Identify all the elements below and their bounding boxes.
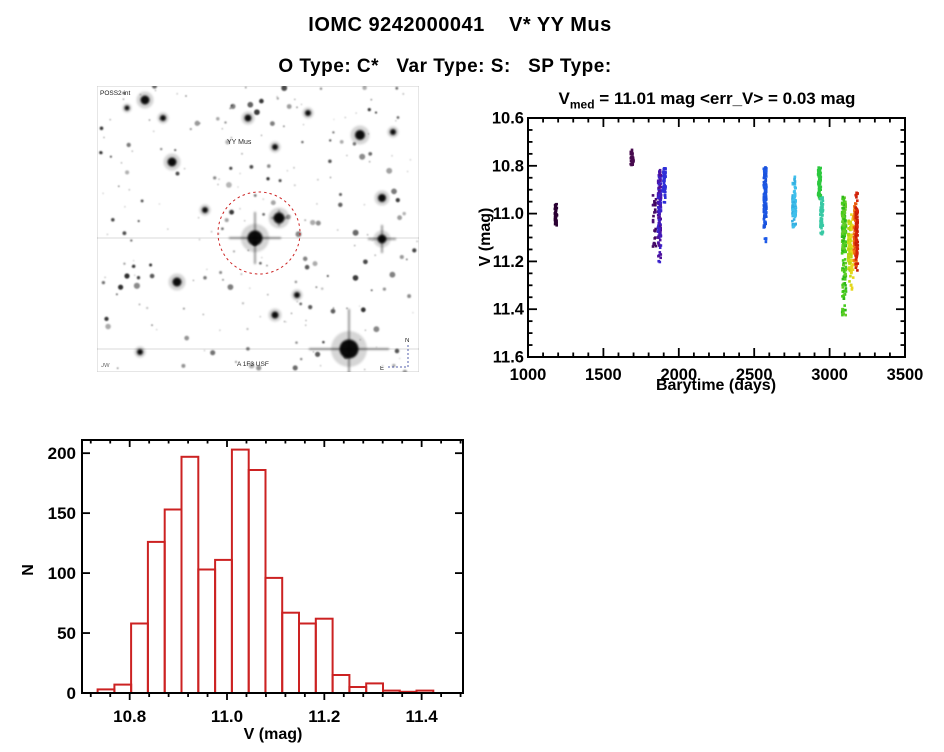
star [172,277,182,287]
x-tick-label: 1000 [510,366,547,384]
histogram-bar [180,455,200,694]
magnitude-histogram: 10.8 11.0 11.2 11.4 0 50 100 150 200 [10,430,470,747]
x-tick-label: 3000 [811,366,848,384]
hist-xaxis-label: V (mag) [243,726,303,743]
x-tick-label: 11.2 [308,707,340,726]
star [124,105,130,111]
scatter-tick-labels: 1000 1500 2000 2500 3000 3500 10.6 10.8 11.0 11.2… [492,110,923,385]
y-tick-label: 50 [57,624,76,643]
corner-label: JW [101,363,110,369]
vmed-var: V [558,89,570,108]
y-tick-label: 11.6 [493,349,524,367]
bright-stars [122,91,399,389]
ccd-streak [97,237,419,239]
histogram-bar [365,682,385,694]
histogram-bar [314,617,334,694]
star [244,114,252,122]
histogram-bars [96,448,435,695]
histogram-bar [197,568,217,694]
star [137,349,143,355]
light-curve-canvas: 1000 1500 2000 2500 3000 3500 10.6 10.8 11.0 11.2… [492,110,923,385]
histogram-bar [130,622,149,694]
page-subtitle: O Type: C* Var Type: S: SP Type: [278,56,612,77]
star [202,207,208,213]
histogram-bar [281,611,301,694]
y-tick-label: 10.6 [492,110,524,128]
compass-axes [388,345,409,368]
star [247,230,263,246]
histogram-bar [298,622,317,694]
star [140,95,150,105]
light-curve-plot: 1000 1500 2000 2500 3000 3500 10.6 10.8 11.0 11.2… [470,85,944,400]
histogram-tick-labels: 10.8 11.0 11.2 11.4 0 50 100 150 200 [48,444,439,726]
compass-north-label: N [405,338,409,344]
x-tick-label: 3500 [887,366,924,384]
image-bottom-label: A 1F3 USF [237,361,269,368]
y-tick-label: 11.0 [493,205,524,223]
histogram-canvas: 10.8 11.0 11.2 11.4 0 50 100 150 200 [48,439,464,726]
x-tick-label: 11.0 [211,707,243,726]
histogram-bar [230,448,250,694]
histogram-bar [214,558,233,694]
star [305,110,311,116]
ccd-streak [97,348,419,350]
target-circle [217,191,301,275]
star [272,144,278,150]
star [339,339,359,359]
y-tick-label: 11.4 [493,301,525,319]
target-label: YY Mus [227,139,252,146]
page-title: IOMC 9242000041 V* YY Mus [308,14,612,36]
y-tick-label: 0 [67,684,76,703]
vmed-subscript: med [569,97,595,112]
scatter-yaxis-label: V (mag) [477,207,494,267]
star [160,115,166,121]
x-tick-label: 2000 [660,366,697,384]
y-tick-label: 10.8 [492,157,524,175]
x-tick-label: 10.8 [113,707,146,726]
survey-label: POSS2 int [100,90,131,97]
y-tick-label: 100 [48,564,76,583]
histogram-bar [163,508,183,694]
star [390,129,396,135]
finder-chart: POSS2 int YY Mus A 1F3 USF JW N E [96,83,420,389]
histogram-frame [81,439,464,700]
scatter-points [553,148,860,317]
x-tick-label: 1500 [585,366,622,384]
hist-yaxis-label: N [20,564,37,576]
star [271,311,279,319]
histogram-bar [113,683,133,695]
compass-east-label: E [380,366,384,372]
star [377,234,387,244]
vmed-value-text: = 11.01 mag <err_V> = 0.03 mag [594,89,856,108]
star [167,157,177,167]
histogram-bar [331,674,351,694]
x-tick-label: 2500 [736,366,773,384]
scatter-plot-title: Vmed = 11.01 mag <err_V> = 0.03 mag [470,89,944,111]
field-stars [99,83,418,375]
histogram-bar [264,576,284,694]
y-tick-label: 150 [48,504,76,523]
scatter-frame [527,117,906,358]
histogram-bar [247,469,267,694]
histogram-bar [146,540,166,695]
star-field-image: POSS2 int YY Mus A 1F3 USF JW N E [96,83,420,389]
x-tick-label: 11.4 [406,707,439,726]
star [273,212,285,224]
scatter-xaxis-label: Barytime (days) [655,377,777,394]
y-tick-label: 200 [48,444,76,463]
star [355,130,365,140]
y-tick-label: 11.2 [493,253,524,271]
star [294,292,300,298]
star [378,194,386,202]
